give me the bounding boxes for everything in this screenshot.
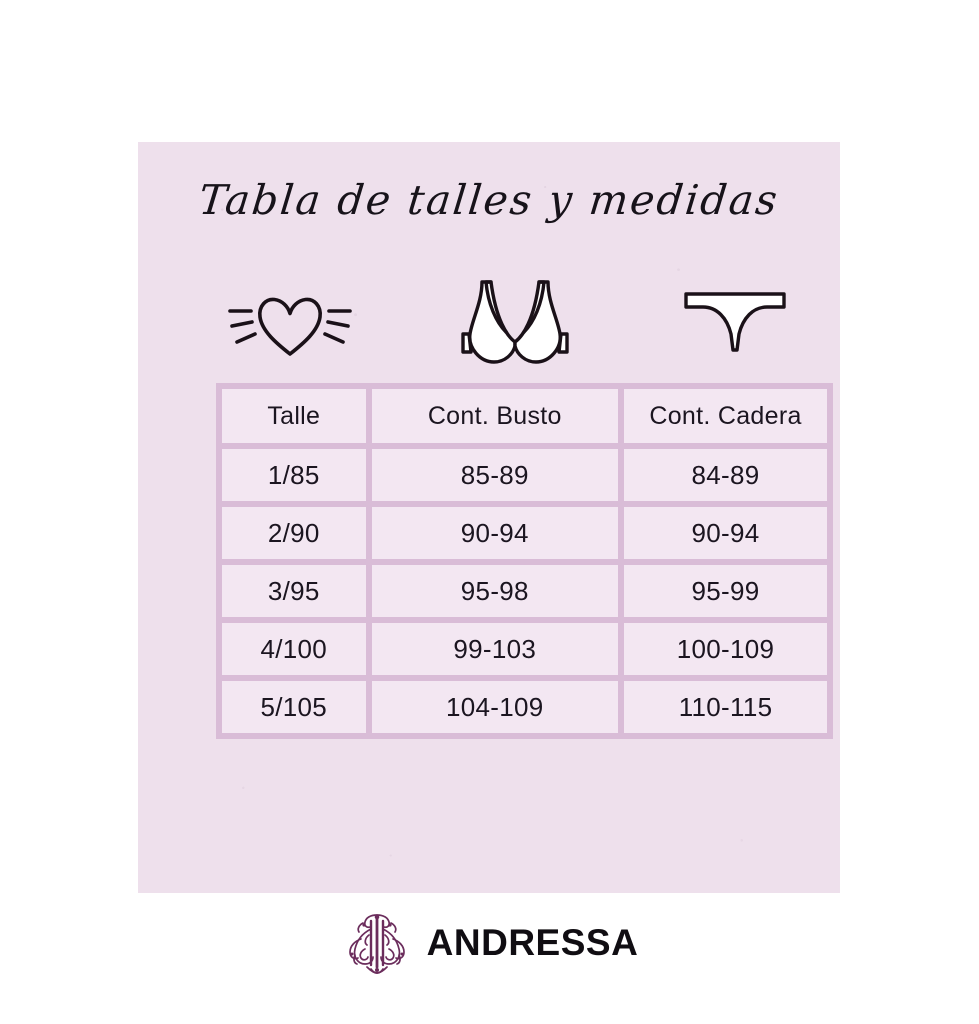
cell-cadera: 110-115 xyxy=(624,681,827,733)
size-chart-card: Tabla de talles y medidas xyxy=(138,142,840,893)
bra-icon-slot xyxy=(400,272,630,372)
cell-talle: 3/95 xyxy=(222,565,366,617)
andressa-monogram-logo xyxy=(348,914,405,974)
column-header-cadera: Cont. Cadera xyxy=(624,389,827,443)
cell-busto: 95-98 xyxy=(371,565,619,617)
column-header-busto: Cont. Busto xyxy=(371,389,619,443)
panty-icon-slot xyxy=(630,272,840,372)
cell-cadera: 84-89 xyxy=(624,449,827,501)
brand-name: ANDRESSA xyxy=(426,922,639,963)
table-row: 5/105 104-109 110-115 xyxy=(222,681,827,733)
table-row: 2/90 90-94 90-94 xyxy=(222,507,827,559)
heart-icon-slot xyxy=(180,272,400,372)
table-row: 3/95 95-98 95-99 xyxy=(222,565,827,617)
table-row: 1/85 85-89 84-89 xyxy=(222,449,827,501)
bra-icon xyxy=(461,280,569,364)
icon-row xyxy=(138,272,840,372)
page-title: Tabla de talles y medidas xyxy=(196,176,782,224)
cell-cadera: 95-99 xyxy=(624,565,827,617)
table-row: 4/100 99-103 100-109 xyxy=(222,623,827,675)
cell-cadera: 100-109 xyxy=(624,623,827,675)
size-table: Talle Cont. Busto Cont. Cadera 1/85 85-8… xyxy=(216,383,833,739)
cell-busto: 104-109 xyxy=(371,681,619,733)
cell-talle: 5/105 xyxy=(222,681,366,733)
brand-footer: ANDRESSA xyxy=(0,903,979,983)
cell-busto: 99-103 xyxy=(371,623,619,675)
heart-icon xyxy=(228,297,352,356)
cell-busto: 90-94 xyxy=(371,507,619,559)
cell-talle: 1/85 xyxy=(222,449,366,501)
column-header-talle: Talle xyxy=(222,389,366,443)
cell-talle: 4/100 xyxy=(222,623,366,675)
cell-talle: 2/90 xyxy=(222,507,366,559)
cell-busto: 85-89 xyxy=(371,449,619,501)
panty-icon xyxy=(684,292,786,352)
table-header-row: Talle Cont. Busto Cont. Cadera xyxy=(222,389,827,443)
cell-cadera: 90-94 xyxy=(624,507,827,559)
